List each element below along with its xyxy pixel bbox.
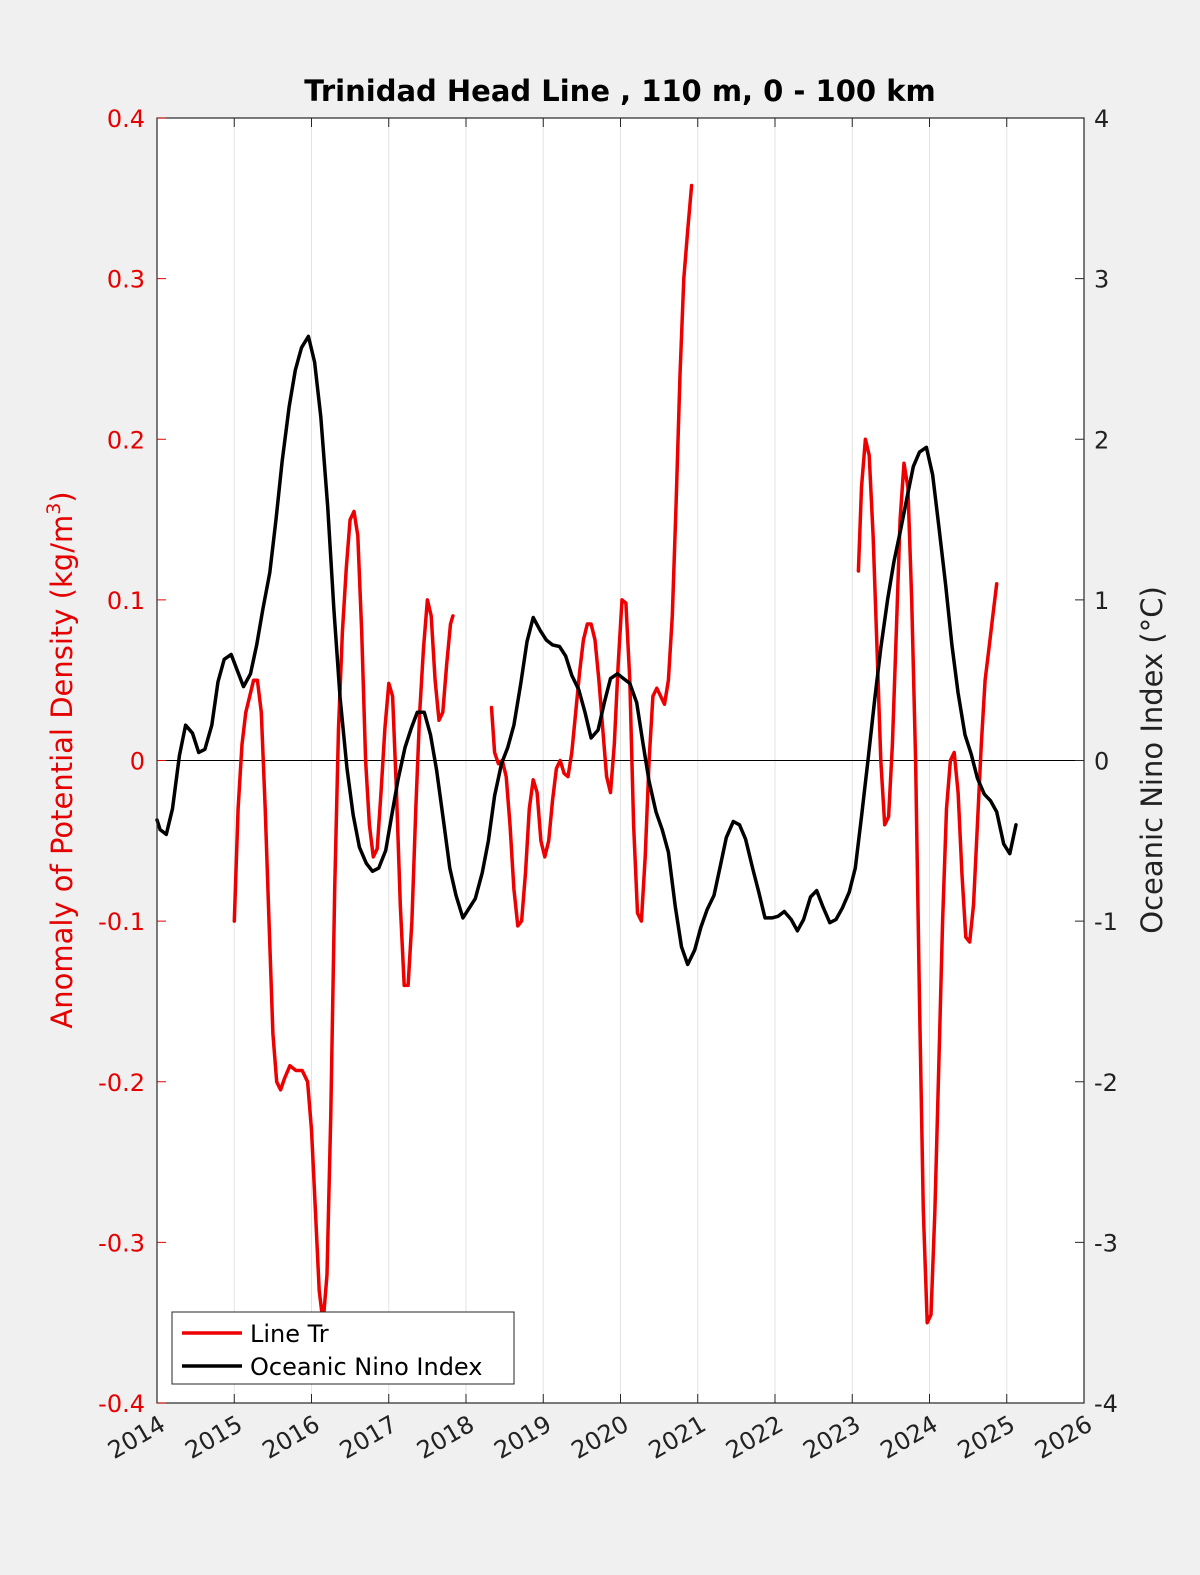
y-left-tick-label: 0.1: [107, 587, 145, 615]
y-right-tick-label: 3: [1094, 266, 1109, 294]
x-tick-label: 2016: [258, 1410, 325, 1465]
y-right-tick-label: 1: [1094, 587, 1109, 615]
legend-label-line-tr: Line Tr: [250, 1320, 329, 1348]
series-line-tr-segment-0: [232, 509, 455, 1325]
series-oni-segment-0: [155, 334, 1018, 967]
x-tick-label: 2022: [721, 1410, 788, 1465]
y-left-tick-label: 0.2: [107, 426, 145, 454]
y-right-tick-label: 4: [1094, 105, 1109, 133]
series-line-tr-segment-1: [489, 183, 694, 928]
y-right-tick-label: 2: [1094, 426, 1109, 454]
x-tick-label: 2019: [489, 1410, 556, 1465]
y-axis-left-label: Anomaly of Potential Density (kg/m3): [43, 491, 79, 1028]
y-right-tick-label: -4: [1094, 1390, 1118, 1418]
series-line-tr-segment-2: [856, 437, 999, 1325]
chart-title: Trinidad Head Line , 110 m, 0 - 100 km: [304, 74, 935, 108]
x-tick-label: 2024: [876, 1410, 943, 1465]
x-tick-label: 2023: [798, 1410, 865, 1465]
y-left-tick-label: -0.2: [98, 1069, 145, 1097]
legend: Line Tr Oceanic Nino Index: [171, 1311, 515, 1385]
legend-box: [171, 1311, 515, 1385]
x-tick-label: 2018: [412, 1410, 479, 1465]
y-left-tick-label: -0.3: [98, 1229, 145, 1257]
series-layer: [155, 183, 1018, 1325]
x-tick-label: 2020: [567, 1410, 634, 1465]
y-left-tick-label: -0.4: [98, 1390, 145, 1418]
x-tick-label: 2021: [644, 1410, 711, 1465]
y-right-tick-label: 0: [1094, 748, 1109, 776]
x-tick-label: 2015: [180, 1410, 247, 1465]
y-right-tick-label: -3: [1094, 1229, 1118, 1257]
y-left-tick-label: -0.1: [98, 908, 145, 936]
x-tick-label: 2025: [953, 1410, 1020, 1465]
y-right-tick-label: -1: [1094, 908, 1118, 936]
tick-marks: [156, 117, 1085, 1404]
legend-label-oni: Oceanic Nino Index: [250, 1353, 482, 1381]
x-tick-label: 2026: [1030, 1410, 1097, 1465]
y-right-tick-label: -2: [1094, 1069, 1118, 1097]
y-axis-right-label: Oceanic Nino Index (°C): [1135, 586, 1169, 934]
x-tick-label: 2017: [335, 1410, 402, 1465]
y-left-tick-label: 0.3: [107, 266, 145, 294]
x-tick-label: 2014: [103, 1410, 170, 1465]
y-left-tick-label: 0: [130, 748, 145, 776]
y-left-tick-label: 0.4: [107, 105, 145, 133]
